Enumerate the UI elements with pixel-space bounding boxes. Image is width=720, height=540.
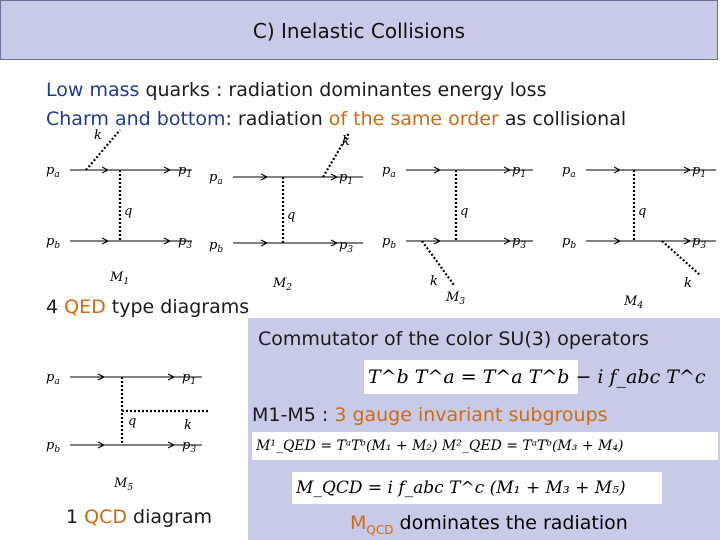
subgroups-line: M1-M5 : 3 gauge invariant subgroups: [252, 404, 608, 426]
same-order-text: of the same order: [328, 108, 499, 130]
commutator-formula: T^b T^a = T^a T^b − i f_abc T^c: [364, 360, 705, 394]
diagram-m1: k pa pb p1 p3 q M1: [42, 125, 202, 294]
m5-label: M5: [113, 476, 133, 493]
slide-title: C) Inelastic Collisions: [252, 19, 466, 43]
diagram-m3: k pa pb p1 p3 q M3: [378, 125, 543, 309]
m1-label: M1: [109, 270, 129, 287]
pb-label: pb: [382, 234, 396, 251]
p1-label: p1: [512, 163, 526, 180]
p3-label: p3: [178, 234, 192, 251]
qed-diagrams-label: 4 QED type diagrams: [46, 296, 250, 318]
low-mass-text: Low mass: [46, 79, 140, 101]
q-label: q: [638, 204, 646, 219]
k-label: k: [94, 128, 102, 143]
mqcd-symbol: MQCD: [350, 512, 394, 537]
p3-label: p3: [339, 238, 353, 255]
m4-label: M4: [623, 294, 643, 310]
q-label: q: [287, 208, 295, 223]
pa-label: pa: [209, 170, 223, 187]
line1-rest: quarks : radiation dominantes energy los…: [139, 79, 547, 101]
pa-label: pa: [46, 163, 60, 180]
qcd-word: QCD: [84, 506, 127, 528]
dominates-line: MQCD dominates the radiation: [350, 512, 628, 537]
pb-label: pb: [562, 234, 576, 251]
k-label: k: [184, 418, 192, 433]
k-label: k: [684, 276, 692, 291]
qed-word: QED: [64, 296, 106, 318]
pb-label: pb: [46, 234, 60, 251]
k-label: k: [342, 134, 350, 149]
p1-label: p1: [339, 170, 353, 187]
commutator-panel: [248, 318, 720, 540]
q-label: q: [124, 204, 132, 219]
text-line-1: Low mass quarks : radiation dominantes e…: [46, 79, 546, 101]
mqed-formula: M¹_QED = TᵃTᵇ(M₁ + M₂) M²_QED = TᵃTᵇ(M₃ …: [252, 432, 718, 460]
p1-label: p1: [178, 163, 192, 180]
line2-part-b: : radiation: [225, 108, 329, 130]
title-bar: C) Inelastic Collisions: [0, 0, 718, 60]
text-line-2: Charm and bottom: radiation of the same …: [46, 108, 626, 130]
charm-bottom-text: Charm and bottom: [46, 108, 226, 130]
qcd-diagram-label: 1 QCD diagram: [66, 506, 213, 528]
q-label: q: [128, 414, 136, 429]
p3-label: p3: [512, 234, 526, 251]
subgroups-text: 3 gauge invariant subgroups: [334, 404, 608, 426]
p3-label: p3: [692, 234, 706, 251]
pb-label: pb: [209, 238, 223, 255]
m3-label: M3: [445, 290, 465, 305]
q-label: q: [460, 204, 468, 219]
pa-label: pa: [46, 370, 60, 387]
p1-label: p1: [182, 370, 196, 387]
pa-label: pa: [562, 163, 576, 180]
m2-label: M2: [272, 276, 292, 293]
diagram-m5: k pa pb p1 p3 q M5: [42, 355, 222, 499]
diagram-m4: k pa pb p1 p3 q M4: [558, 125, 720, 314]
pa-label: pa: [382, 163, 396, 180]
pb-label: pb: [46, 438, 60, 455]
diagram-m2: k pa pb p1 p3 q M2: [205, 125, 370, 299]
p1-label: p1: [692, 163, 706, 180]
mqcd-formula: M_QCD = i f_abc T^c (M₁ + M₃ + M₅): [292, 472, 662, 504]
line2-part-d: as collisional: [498, 108, 627, 130]
p3-label: p3: [182, 438, 196, 455]
k-label: k: [430, 274, 438, 289]
commutator-title: Commutator of the color SU(3) operators: [258, 328, 649, 350]
